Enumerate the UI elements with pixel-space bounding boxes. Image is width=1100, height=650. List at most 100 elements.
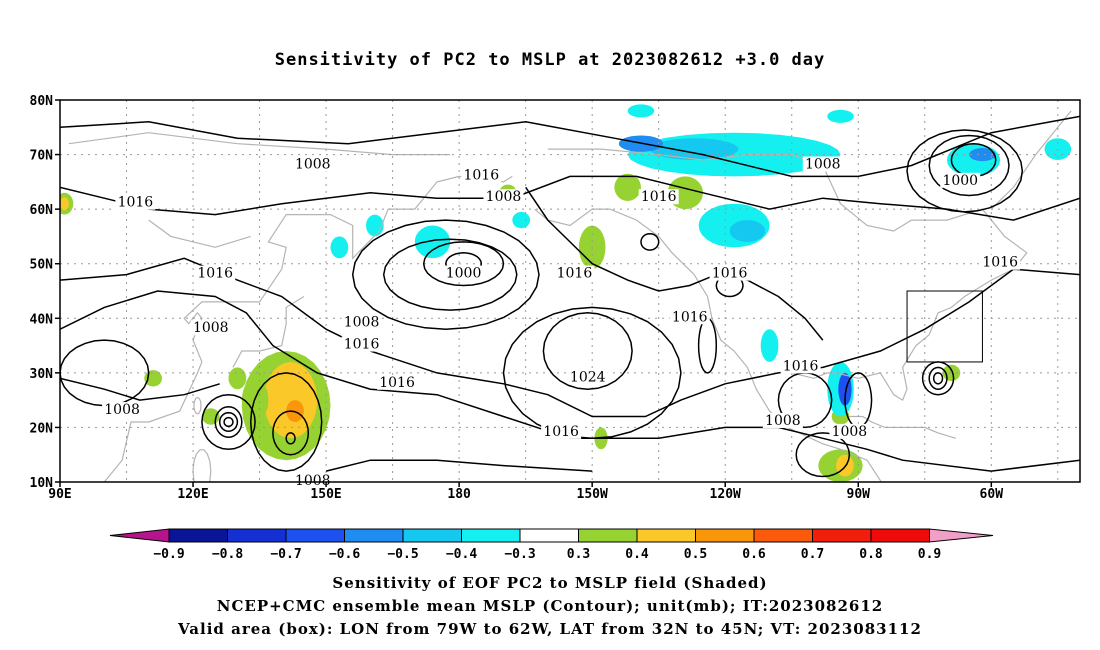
mslp-contour <box>285 432 296 445</box>
mslp-contour <box>60 377 220 401</box>
coastline <box>849 415 956 439</box>
colorbar-swatch <box>519 528 579 543</box>
colorbar-swatch <box>753 528 813 543</box>
mslp-contour <box>906 129 1024 213</box>
sensitivity-region <box>827 109 854 123</box>
colorbar-swatch <box>402 528 462 543</box>
plot-frame <box>59 99 1081 483</box>
colorbar-swatch <box>285 528 345 543</box>
lat-label: 10N <box>30 476 54 491</box>
contour-label: 1016 <box>783 358 819 374</box>
contour-label: 1000 <box>446 266 482 282</box>
contour-label: 1016 <box>463 167 499 183</box>
footer-line-2: NCEP+CMC ensemble mean MSLP (Contour); u… <box>216 597 884 615</box>
contour-label-bg <box>829 423 870 439</box>
mslp-contour <box>60 290 1080 472</box>
contour-label: 1016 <box>641 189 677 205</box>
contour-label: 1008 <box>193 320 229 336</box>
contour-label-bg <box>940 172 981 188</box>
contour-label-bg <box>115 194 156 210</box>
lon-label: 60W <box>980 487 1004 502</box>
contour-label-bg <box>762 412 803 428</box>
mslp-contour <box>60 175 1080 221</box>
colorbar-swatch <box>344 528 404 543</box>
contour-label-bg <box>669 309 710 325</box>
contour-label-bg <box>292 473 333 488</box>
contour-label: 1008 <box>344 315 380 331</box>
colorbar-swatch <box>695 528 755 543</box>
mslp-contour <box>502 306 682 440</box>
lon-label: 90E <box>48 487 71 502</box>
lon-label: 90W <box>847 487 871 502</box>
contour-labels: 1008 1016 1016 1008 1016 1008 1000 1016 1000 1008… <box>102 156 1021 489</box>
colorbar-left-arrow <box>109 528 170 543</box>
mslp-contour <box>777 372 833 429</box>
contour-label: 1008 <box>295 473 331 489</box>
valid-area-box <box>906 290 983 363</box>
contour-label: 1016 <box>379 375 415 391</box>
lon-label: 150E <box>310 487 341 502</box>
colorbar-label: −0.8 <box>212 547 243 562</box>
contour-label-bg <box>541 423 582 439</box>
mslp-contour <box>272 410 310 456</box>
mslp-contour <box>218 411 239 432</box>
contour-label-bg <box>292 156 333 172</box>
contour-label-bg <box>190 320 231 336</box>
mslp-contour <box>928 134 1010 197</box>
lat-label: 30N <box>30 367 54 382</box>
chart-title: Sensitivity of PC2 to MSLP at 2023082612… <box>274 50 826 70</box>
sensitivity-region <box>969 148 996 162</box>
lat-label: 20N <box>30 421 54 436</box>
contour-label-bg <box>377 374 418 390</box>
colorbar-swatch <box>227 528 287 543</box>
mslp-contour <box>351 219 540 330</box>
sensitivity-region <box>60 197 69 211</box>
contour-label: 1016 <box>712 266 748 282</box>
coastline <box>547 148 1028 401</box>
lat-lon-grid <box>59 100 1080 482</box>
contour-label: 1016 <box>557 266 593 282</box>
contour-label-bg <box>567 369 608 385</box>
sensitivity-region <box>614 173 641 201</box>
contour-label: 1000 <box>942 173 978 189</box>
contour-label: 1008 <box>765 413 801 429</box>
colorbar-swatch <box>578 528 638 543</box>
mslp-contour <box>60 257 1080 418</box>
colorbar-label: −0.3 <box>504 547 535 562</box>
mslp-contour <box>60 339 150 407</box>
mslp-contour <box>223 416 234 428</box>
mslp-contour <box>201 393 256 451</box>
contour-label-bg <box>802 156 843 172</box>
sensitivity-region <box>649 138 739 160</box>
sensitivity-region <box>627 104 655 118</box>
mslp-contour <box>382 238 518 311</box>
coastline <box>990 110 1072 210</box>
contour-label-bg <box>195 265 236 281</box>
lon-label: 120E <box>177 487 208 502</box>
colorbar-label: −0.4 <box>446 547 477 562</box>
contour-label: 1016 <box>982 255 1018 271</box>
mslp-contour <box>325 459 593 472</box>
lon-label: 120W <box>710 487 741 502</box>
contour-label-bg <box>483 189 524 205</box>
contour-label-bg <box>638 189 679 205</box>
contour-label-bg <box>980 254 1021 270</box>
contour-label: 1008 <box>486 189 522 205</box>
sensitivity-region <box>729 220 766 242</box>
colorbar-right-arrow <box>929 528 994 543</box>
mslp-contour <box>921 361 955 396</box>
contour-label-bg <box>341 314 382 330</box>
contour-label: 1016 <box>197 266 233 282</box>
coastline <box>193 396 202 415</box>
colorbar-label: 0.3 <box>567 547 590 562</box>
footer-line-3: Valid area (box): LON from 79W to 62W, L… <box>178 620 922 638</box>
coastline <box>232 295 305 368</box>
lat-label: 70N <box>30 149 54 164</box>
sensitivity-region <box>414 225 451 259</box>
contour-label-bg <box>461 167 502 183</box>
contour-label: 1016 <box>118 195 154 211</box>
colorbar-label: −0.7 <box>270 547 301 562</box>
mslp-contour <box>697 317 718 374</box>
lat-label: 80N <box>30 94 54 109</box>
mslp-contour <box>249 372 323 472</box>
